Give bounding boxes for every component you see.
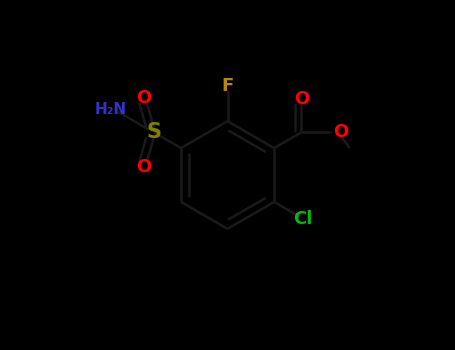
Text: S: S	[147, 122, 162, 142]
Text: F: F	[222, 77, 233, 95]
Text: H₂N: H₂N	[94, 103, 126, 117]
Text: O: O	[333, 124, 348, 141]
Text: Cl: Cl	[293, 210, 313, 228]
Text: O: O	[136, 89, 152, 107]
Text: O: O	[294, 90, 309, 108]
Text: O: O	[136, 158, 152, 176]
